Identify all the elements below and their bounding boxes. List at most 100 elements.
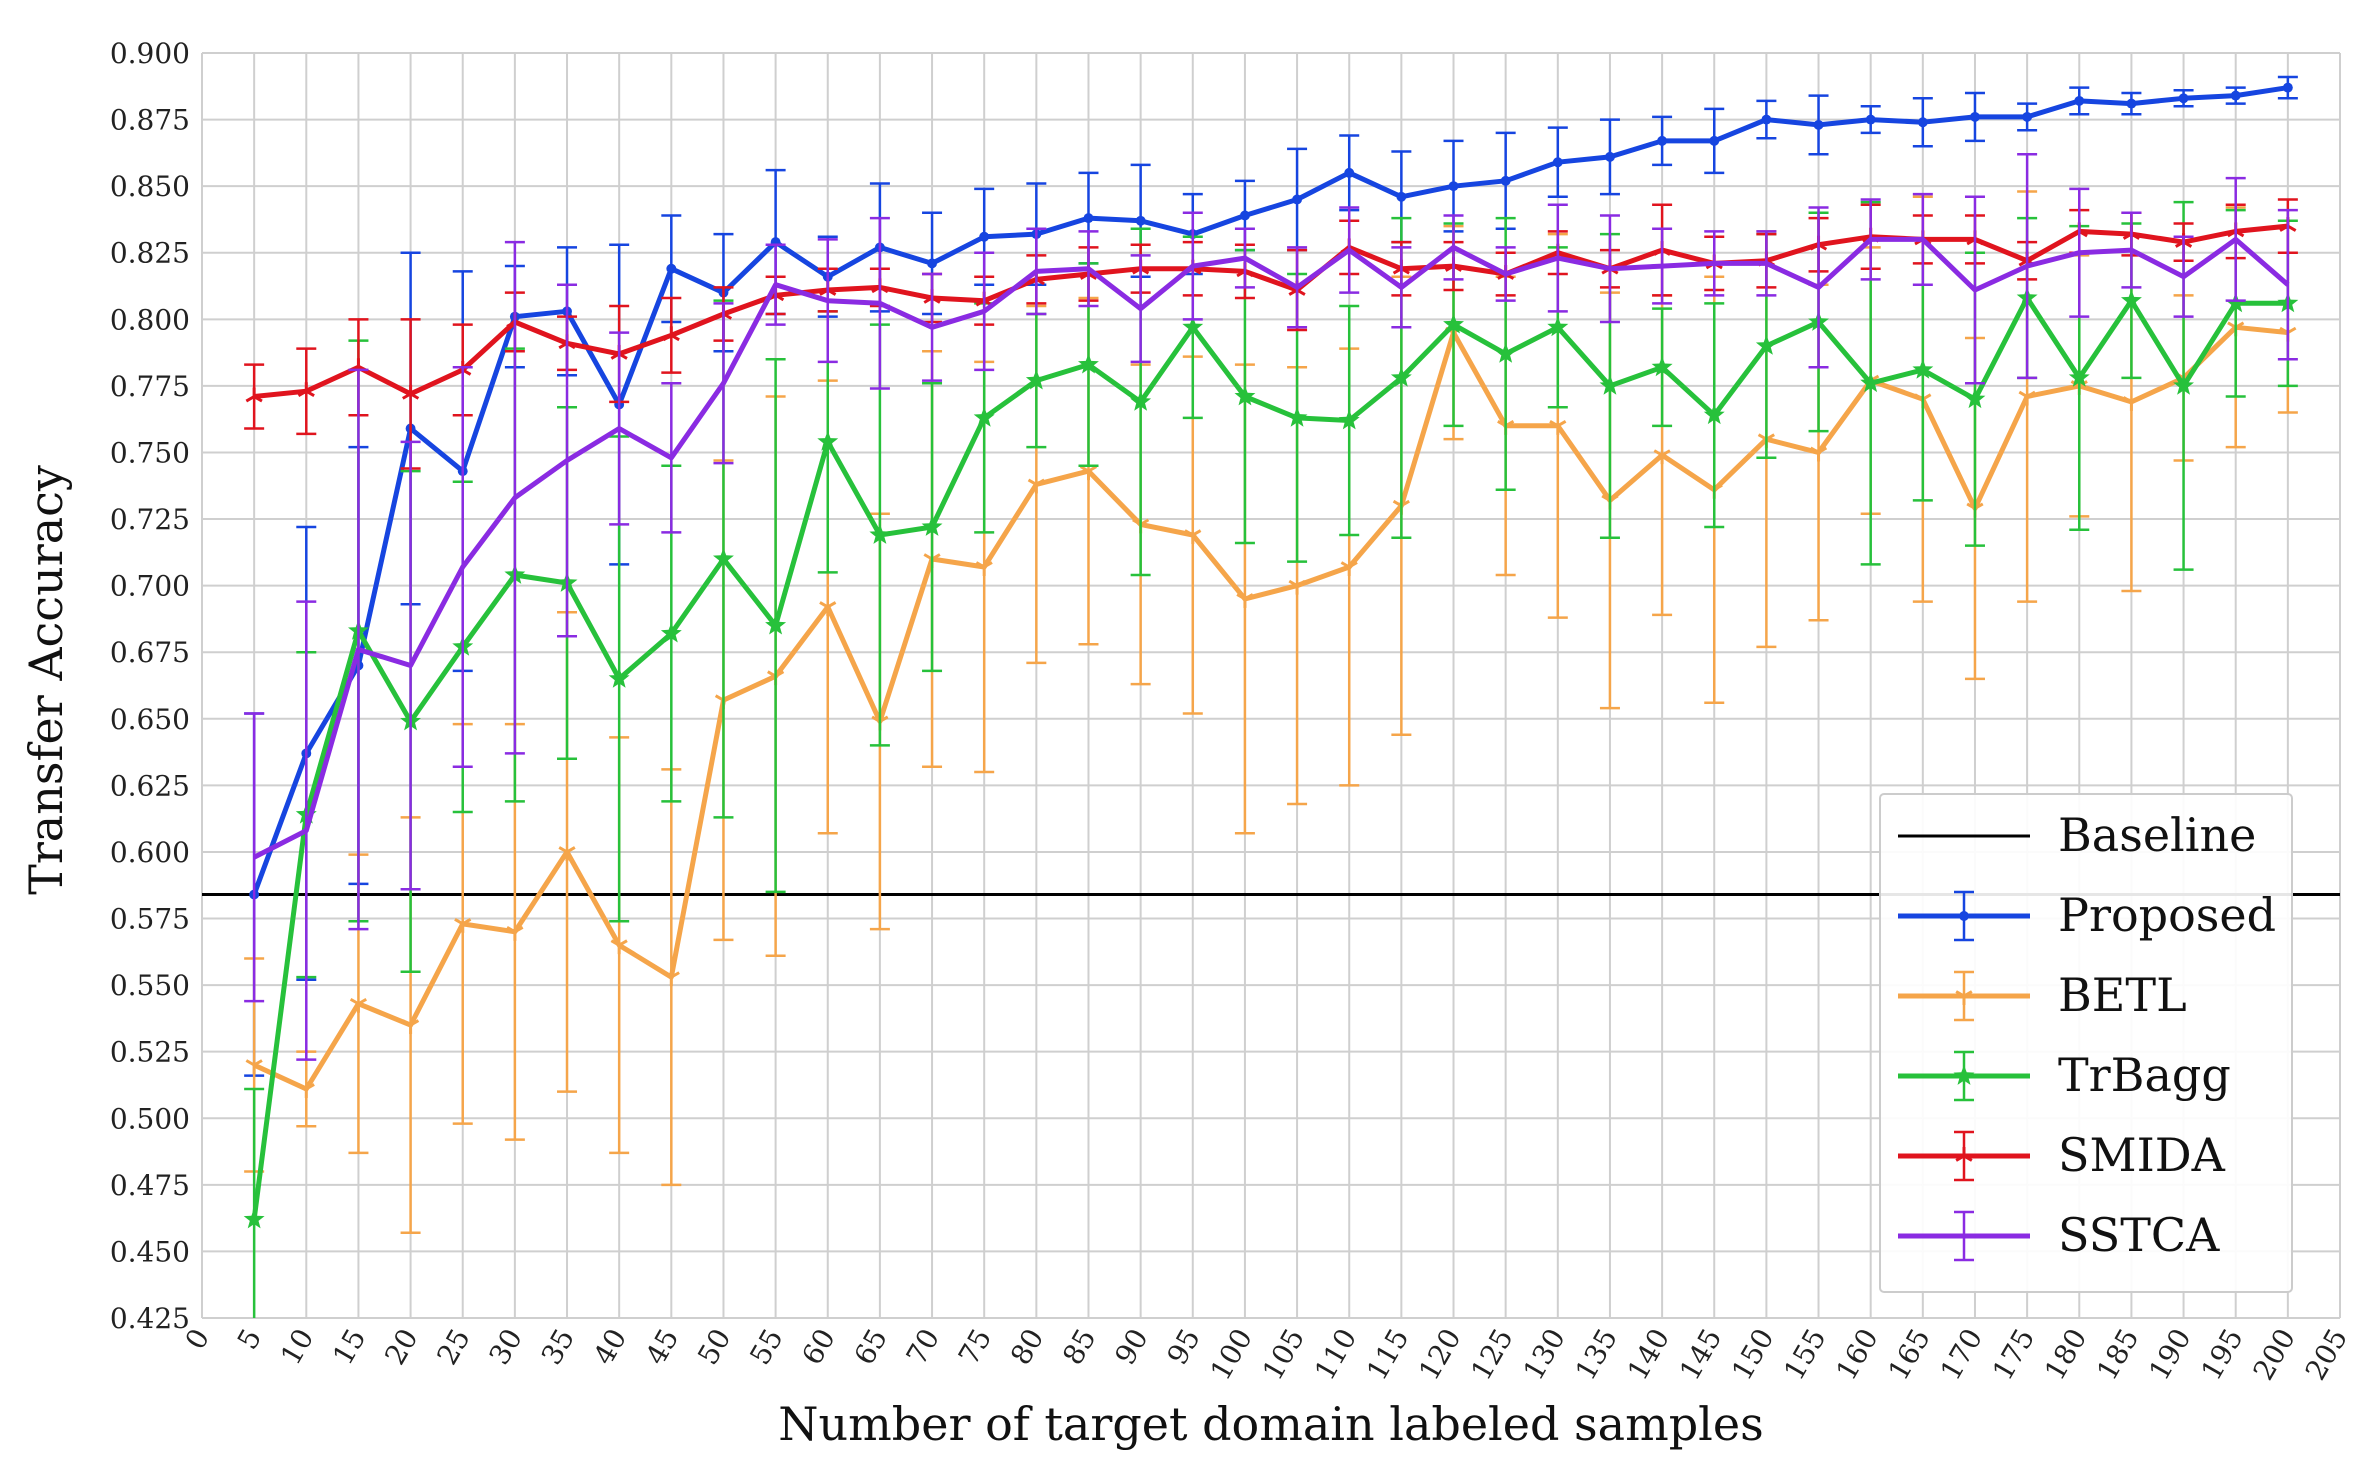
legend-item-proposed: Proposed <box>1898 888 2276 942</box>
y-tick-label: 0.700 <box>110 570 190 603</box>
data-point <box>2282 82 2293 93</box>
series-sstca <box>244 152 2298 1061</box>
data-point <box>1239 210 1250 221</box>
data-point <box>1755 334 1777 355</box>
series-line-betl <box>253 324 2289 1092</box>
y-tick-label: 0.425 <box>110 1302 190 1335</box>
legend-label: TrBagg <box>2058 1048 2231 1102</box>
y-tick-label: 0.600 <box>110 836 190 869</box>
data-point <box>713 548 734 568</box>
data-point <box>1599 374 1621 395</box>
series-line-trbagg <box>251 295 2288 1220</box>
data-point <box>662 326 680 342</box>
data-point <box>660 622 682 643</box>
data-point <box>1340 561 1358 576</box>
data-point <box>869 524 891 544</box>
data-point <box>1761 114 1772 125</box>
data-point <box>1865 114 1876 125</box>
data-point <box>1288 579 1306 595</box>
data-point <box>1078 353 1099 374</box>
data-point <box>1344 167 1355 178</box>
legend-label: Proposed <box>2058 888 2276 942</box>
y-tick-label: 0.625 <box>110 769 190 802</box>
data-point <box>402 384 420 400</box>
data-point <box>1184 529 1202 545</box>
data-point <box>1130 390 1152 411</box>
legend-marker <box>1955 990 1973 1005</box>
legend-item-trbagg: TrBagg <box>1898 1048 2231 1102</box>
data-point <box>506 926 524 941</box>
data-point <box>1549 420 1567 435</box>
data-point <box>1390 366 1412 387</box>
data-point <box>243 1208 265 1229</box>
y-tick-label: 0.725 <box>110 503 190 536</box>
data-point <box>2173 374 2194 395</box>
y-tick-label: 0.500 <box>110 1102 190 1135</box>
y-tick-label: 0.850 <box>110 170 190 203</box>
data-point <box>1027 478 1045 494</box>
data-point <box>558 846 576 861</box>
data-point <box>245 1059 263 1074</box>
y-axis-label: Transfer Accuracy <box>19 465 73 895</box>
data-point <box>1292 194 1303 205</box>
data-point <box>2121 289 2142 310</box>
data-point <box>349 997 368 1013</box>
data-point <box>1657 135 1668 146</box>
data-point <box>817 430 839 451</box>
data-point <box>1500 175 1511 186</box>
data-point <box>1703 404 1725 425</box>
data-point <box>1182 316 1204 337</box>
data-point <box>1912 358 1934 379</box>
y-tick-label: 0.475 <box>110 1169 190 1202</box>
data-point <box>1651 356 1673 377</box>
series-line-smida <box>253 223 2289 399</box>
y-tick-label: 0.800 <box>110 303 190 336</box>
data-point <box>1813 119 1824 130</box>
data-point <box>975 561 993 576</box>
data-point <box>1025 369 1047 390</box>
data-point <box>2122 396 2140 411</box>
data-point <box>608 667 630 688</box>
y-tick-label: 0.575 <box>110 903 190 936</box>
legend-item-smida: SMIDA <box>1898 1128 2226 1182</box>
legend-item-betl: BETL <box>1898 968 2187 1022</box>
x-axis-label: Number of target domain labeled samples <box>778 1397 1763 1451</box>
data-point <box>1552 157 1563 168</box>
data-point <box>921 516 943 536</box>
data-point <box>819 601 837 616</box>
data-point <box>297 382 315 398</box>
data-point <box>1234 385 1256 406</box>
data-point <box>765 614 787 635</box>
data-point <box>1448 181 1459 192</box>
legend-marker <box>1959 911 1969 921</box>
data-point <box>2178 93 2189 104</box>
y-tick-label: 0.825 <box>110 237 190 270</box>
data-point <box>666 263 677 274</box>
data-point <box>1860 372 1882 393</box>
data-point <box>1495 342 1517 363</box>
data-point <box>2068 366 2090 387</box>
data-point <box>1605 151 1615 162</box>
data-point <box>979 231 990 242</box>
data-point <box>245 387 263 403</box>
y-tick-label: 0.775 <box>110 370 190 403</box>
data-point <box>2074 95 2085 106</box>
data-point <box>1917 117 1928 128</box>
data-point <box>1970 111 1980 122</box>
data-point <box>927 258 937 269</box>
legend-marker <box>1953 1065 1975 1085</box>
y-tick-label: 0.750 <box>110 436 190 469</box>
data-point <box>1547 316 1569 337</box>
data-point <box>2126 98 2137 109</box>
data-point <box>2018 390 2036 406</box>
data-point <box>610 939 628 955</box>
data-point <box>1396 191 1407 202</box>
legend-item-sstca: SSTCA <box>1898 1208 2220 1262</box>
data-point <box>1338 409 1360 430</box>
data-point <box>1964 388 1986 409</box>
data-point <box>973 406 995 427</box>
data-point <box>1135 215 1146 226</box>
data-point <box>402 1019 420 1035</box>
data-point <box>454 918 472 933</box>
